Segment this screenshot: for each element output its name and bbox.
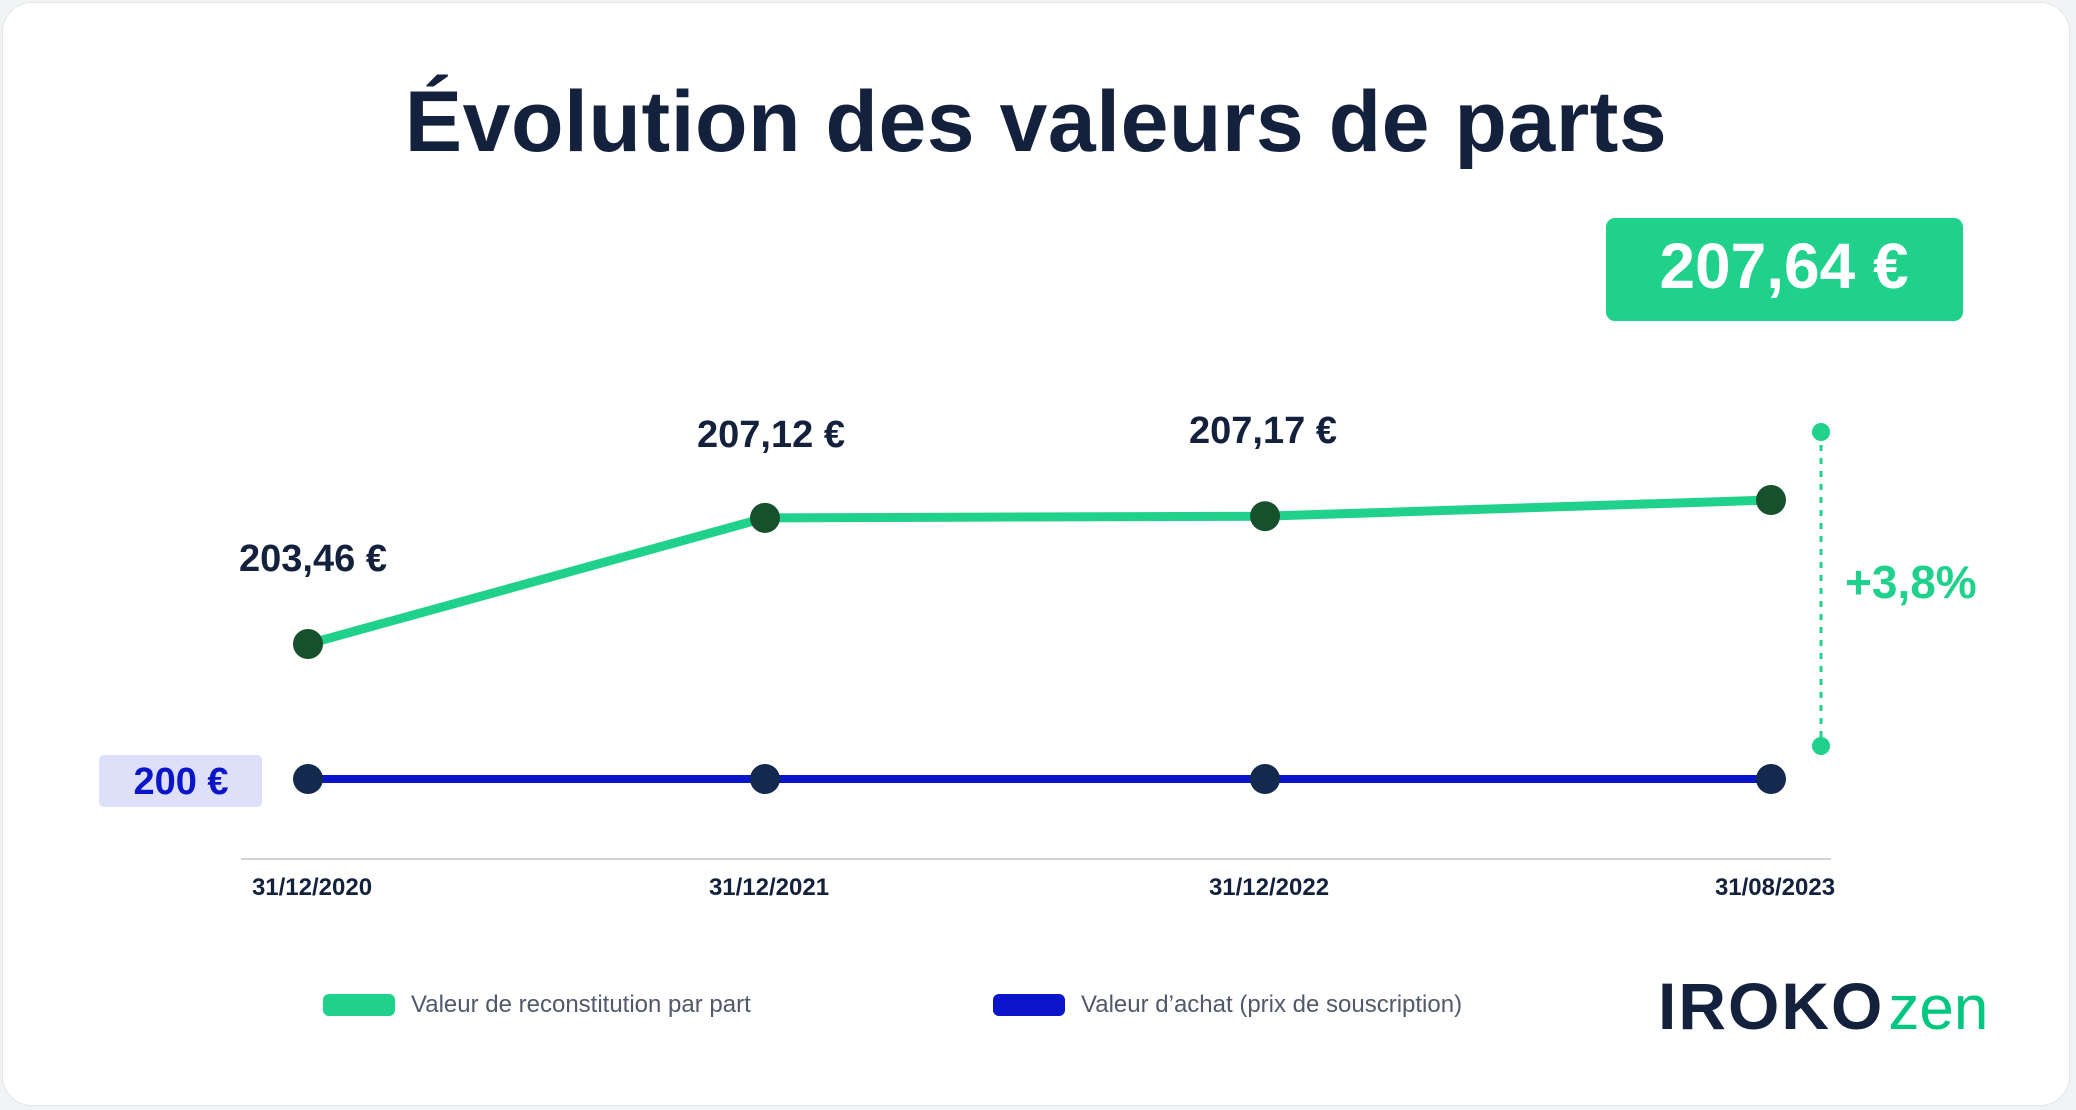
legend-label-reconstitution: Valeur de reconstitution par part [411,991,751,1018]
x-tick-label: 31/12/2020 [252,874,372,901]
series-lines [303,495,1776,783]
point-achat [1250,764,1280,794]
x-tick-label: 31/08/2023 [1715,874,1835,901]
data-label: 207,12 € [697,414,845,456]
brand-name-bold: IROKO [1658,969,1885,1043]
highlight-value-box [1606,218,1963,321]
series-line-reconstitution [303,495,1776,649]
chart-title: Évolution des valeurs de parts [404,74,1668,170]
point-achat [1756,764,1786,794]
x-tick-label: 31/12/2021 [709,874,829,901]
legend-item-reconstitution: Valeur de reconstitution par part [323,991,751,1019]
highlight-value-label: 207,64 € [1659,230,1908,302]
legend-item-achat: Valeur d’achat (prix de souscription) [993,991,1462,1019]
point-reconstitution [750,502,780,533]
point-reconstitution [1250,501,1280,532]
legend-swatch-reconstitution [323,994,395,1016]
point-achat [750,764,780,794]
baseline-tag-box [99,755,262,807]
growth-marker-bottom [1812,737,1830,755]
point-reconstitution [293,629,323,659]
legend-swatch-achat [993,994,1065,1016]
data-labels: 203,46 € 207,12 € 207,17 € 207,64 € 200 € [99,218,1963,807]
point-achat [293,764,323,794]
growth-annotation: +3,8% [1812,423,1977,755]
point-reconstitution [1756,484,1786,515]
chart-svg: 31/12/2020 31/12/2021 31/12/2022 31/08/2023… [99,218,1977,901]
baseline-tag-label: 200 € [133,761,228,803]
x-tick-labels: 31/12/2020 31/12/2021 31/12/2022 31/08/2023 [252,874,1835,901]
brand-name-light: zen [1888,974,1989,1043]
legend-label-achat: Valeur d’achat (prix de souscription) [1081,991,1463,1018]
x-tick-label: 31/12/2022 [1209,874,1329,901]
brand-logo: IROKO zen [1658,968,1988,1048]
data-markers [293,484,1786,794]
data-label: 207,17 € [1189,410,1337,452]
growth-marker-top [1812,423,1830,441]
data-label: 203,46 € [239,538,387,580]
growth-label: +3,8% [1845,556,1977,608]
